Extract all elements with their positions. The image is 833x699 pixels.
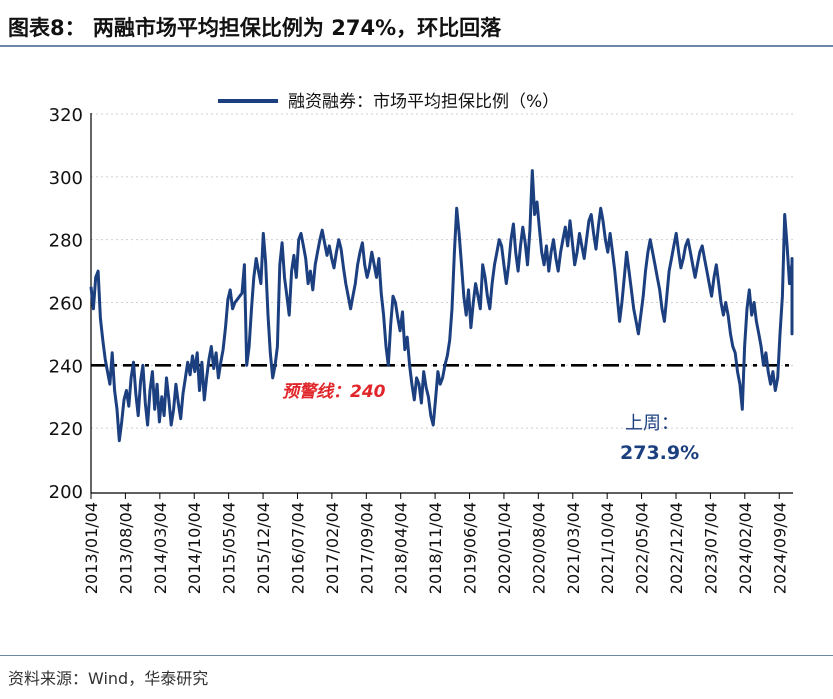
x-tick-label: 2024/02/04: [736, 502, 755, 594]
x-tick-label: 2021/03/04: [564, 502, 583, 594]
x-tick-label: 2023/07/04: [701, 502, 720, 594]
y-tick-labels: 200 220 240 260 280 300 320: [49, 105, 83, 503]
y-tick-label: 200: [49, 482, 83, 503]
y-tick-label: 300: [49, 168, 83, 189]
legend: 融资融券：市场平均担保比例（%）: [218, 92, 559, 112]
x-tick-label: 2022/12/04: [667, 502, 686, 594]
x-tick-label: 2015/05/04: [220, 502, 239, 594]
legend-label: 融资融券：市场平均担保比例（%）: [288, 92, 559, 112]
page-title: 图表8： 两融市场平均担保比例为 274%，环比回落: [8, 16, 502, 40]
series-line: [89, 169, 794, 443]
title-divider: [0, 45, 833, 47]
x-tick-label: 2018/11/04: [426, 502, 445, 594]
x-tick-labels: 2013/01/04 2013/08/04 2014/03/04 2014/10/04…: [82, 493, 789, 594]
series-lines: [89, 169, 794, 443]
y-tick-label: 320: [49, 105, 83, 126]
x-tick-label: 2013/08/04: [116, 502, 135, 594]
x-tick-label: 2020/01/04: [495, 502, 514, 594]
x-tick-label: 2020/08/04: [529, 502, 548, 594]
last-week-label: 上周：: [625, 413, 679, 434]
x-tick-label: 2019/06/04: [461, 502, 480, 594]
x-tick-label: 2016/07/04: [288, 502, 307, 594]
source-note: 资料来源：Wind，华泰研究: [8, 669, 209, 688]
x-tick-label: 2022/05/04: [633, 502, 652, 594]
source-divider: [0, 655, 833, 656]
x-tick-label: 2015/12/04: [254, 502, 273, 594]
warning-line-label: 预警线：240: [282, 382, 386, 402]
last-week-value: 273.9%: [620, 442, 699, 464]
x-tick-label: 2021/10/04: [598, 502, 617, 594]
x-tick-label: 2024/09/04: [770, 502, 789, 594]
x-tick-label: 2014/10/04: [185, 502, 204, 594]
y-tick-label: 220: [49, 419, 83, 440]
x-tick-label: 2014/03/04: [151, 502, 170, 594]
y-tick-label: 240: [49, 356, 83, 377]
y-tick-label: 280: [49, 231, 83, 252]
x-tick-label: 2018/04/04: [392, 502, 411, 594]
x-tick-label: 2017/09/04: [357, 502, 376, 594]
x-tick-label: 2013/01/04: [82, 502, 101, 594]
y-tick-label: 260: [49, 294, 83, 315]
x-tick-label: 2017/02/04: [323, 502, 342, 594]
